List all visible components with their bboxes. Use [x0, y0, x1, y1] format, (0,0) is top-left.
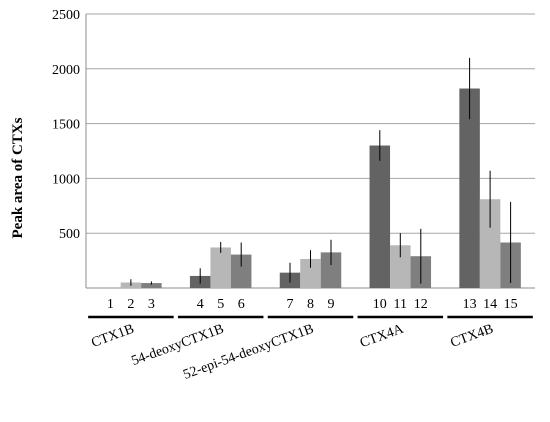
y-tick-label: 1500 [52, 118, 80, 133]
bar-number-label: 11 [394, 297, 407, 312]
bar-number-label: 9 [328, 297, 335, 312]
bar [390, 245, 411, 288]
bar-number-label: 6 [238, 297, 245, 312]
group-label: CTX4A [358, 321, 406, 351]
y-tick-label: 1000 [52, 172, 80, 187]
y-tick-label: 2000 [52, 63, 80, 78]
bar-number-label: 4 [197, 297, 204, 312]
group-label: CTX1B [89, 322, 136, 351]
bar [459, 88, 480, 288]
bar [479, 199, 501, 288]
bar-number-label: 5 [217, 297, 224, 312]
bar [230, 254, 252, 288]
y-axis-label: Peak area of CTXs [10, 117, 26, 238]
y-tick-label: 2500 [52, 8, 80, 23]
bar-number-label: 7 [287, 297, 294, 312]
bar [141, 283, 162, 288]
bars [120, 88, 521, 288]
bar-number-label: 13 [463, 297, 477, 312]
bar-number-label: 3 [148, 297, 155, 312]
error-bars [130, 57, 512, 286]
bar [369, 145, 391, 288]
group-label: CTX4B [449, 322, 496, 351]
bar [210, 247, 231, 288]
bar [300, 258, 321, 288]
y-tick-label: 500 [59, 227, 80, 242]
bar-number-label: 14 [483, 297, 497, 312]
bar [320, 252, 342, 288]
bar-number-label: 10 [373, 297, 387, 312]
bar-number-label: 1 [107, 297, 114, 312]
bar-number-label: 2 [127, 297, 134, 312]
bar-number-label: 8 [307, 297, 314, 312]
bar-number-label: 15 [504, 297, 518, 312]
bar-number-label: 12 [414, 297, 428, 312]
